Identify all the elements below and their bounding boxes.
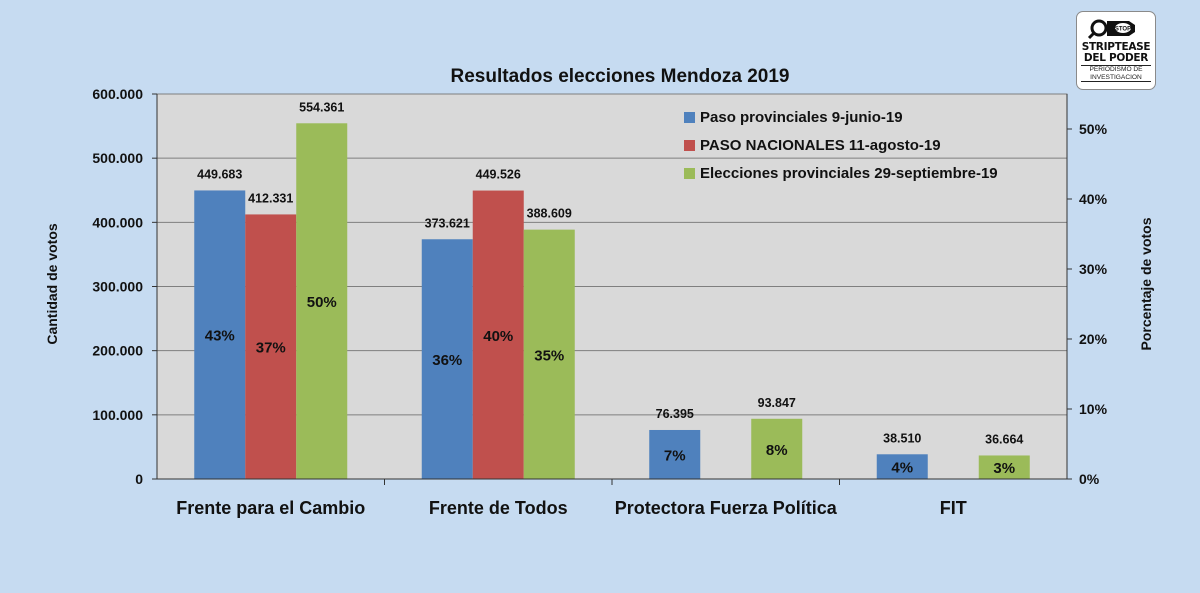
legend-label: PASO NACIONALES 11-agosto-19 (700, 137, 941, 154)
percent-label: 43% (205, 328, 235, 345)
striptease-del-poder-logo: STOP STRIPTEASE DEL PODER PERIODISMO DE … (1076, 11, 1156, 90)
value-label: 388.609 (527, 207, 572, 221)
y-tick-label: 500.000 (92, 150, 143, 166)
bar (978, 455, 1030, 479)
logo-line-4: INVESTIGACION (1090, 73, 1142, 81)
x-category-label: Frente de Todos (429, 498, 568, 518)
y2-axis-title: Porcentaje de votos (1138, 217, 1154, 350)
value-label: 449.683 (197, 167, 242, 181)
logo-badge-text: STOP (1115, 27, 1131, 33)
y-tick-label: 400.000 (92, 214, 143, 230)
logo-line-1: STRIPTEASE (1081, 41, 1151, 53)
axes-group: 0 100.000 200.000 300.000 400.000 500.000 600.… (92, 86, 1107, 518)
bar (472, 190, 524, 480)
percent-label: 7% (664, 447, 686, 464)
y2-tick-label: 50% (1079, 121, 1108, 137)
legend: Paso provinciales 9-junio-19 PASO NACIONA… (684, 109, 998, 182)
percent-label: 36% (432, 352, 462, 369)
percent-label: 3% (993, 460, 1015, 477)
value-label: 76.395 (656, 407, 694, 421)
data-labels-group: 449.683 43% 412.331 37% 554.361 50% 373.621 36%… (197, 100, 1023, 477)
logo-emblem: STOP (1077, 12, 1155, 42)
logo-line-2: DEL PODER (1083, 52, 1149, 64)
value-label: 373.621 (425, 216, 470, 230)
legend-swatch (684, 140, 695, 151)
value-label: 38.510 (883, 431, 921, 445)
value-label: 93.847 (758, 396, 796, 410)
bar (523, 229, 575, 479)
legend-swatch (684, 168, 695, 179)
y2-tick-label: 20% (1079, 331, 1108, 347)
y-tick-label: 100.000 (92, 407, 143, 423)
x-category-label: Frente para el Cambio (176, 498, 365, 518)
y-tick-label: 200.000 (92, 343, 143, 359)
y-tick-label: 300.000 (92, 279, 143, 295)
legend-label: Elecciones provinciales 29-septiembre-19 (700, 165, 998, 182)
y-axis-title: Cantidad de votos (44, 223, 60, 345)
percent-label: 37% (256, 340, 286, 357)
magnifier-icon: STOP (1087, 19, 1135, 40)
logo-line-3: PERIODISMO DE (1089, 66, 1143, 73)
x-category-label: Protectora Fuerza Política (615, 498, 838, 518)
value-label: 412.331 (248, 191, 293, 205)
percent-label: 40% (483, 328, 513, 345)
percent-label: 4% (891, 460, 913, 477)
chart-title: Resultados elecciones Mendoza 2019 (451, 66, 790, 87)
x-category-label: FIT (940, 498, 967, 518)
bar (194, 190, 246, 479)
percent-label: 35% (534, 347, 564, 364)
bar (245, 214, 297, 479)
y2-tick-label: 10% (1079, 401, 1108, 417)
percent-label: 50% (307, 294, 337, 311)
legend-label: Paso provinciales 9-junio-19 (700, 109, 903, 126)
bar (751, 418, 803, 479)
y-tick-label: 0 (135, 471, 143, 487)
value-label: 449.526 (476, 168, 521, 182)
legend-swatch (684, 112, 695, 123)
bar (421, 239, 473, 479)
y-tick-label: 600.000 (92, 86, 143, 102)
bar (649, 429, 701, 479)
value-label: 554.361 (299, 100, 344, 114)
y2-tick-label: 30% (1079, 261, 1108, 277)
bar (296, 123, 348, 479)
y2-tick-label: 40% (1079, 191, 1108, 207)
y2-tick-label: 0% (1079, 471, 1100, 487)
bar (876, 454, 928, 479)
percent-label: 8% (766, 442, 788, 459)
value-label: 36.664 (985, 432, 1023, 446)
logo-band: PERIODISMO DE INVESTIGACION (1081, 65, 1151, 82)
bars-group (194, 123, 1030, 480)
